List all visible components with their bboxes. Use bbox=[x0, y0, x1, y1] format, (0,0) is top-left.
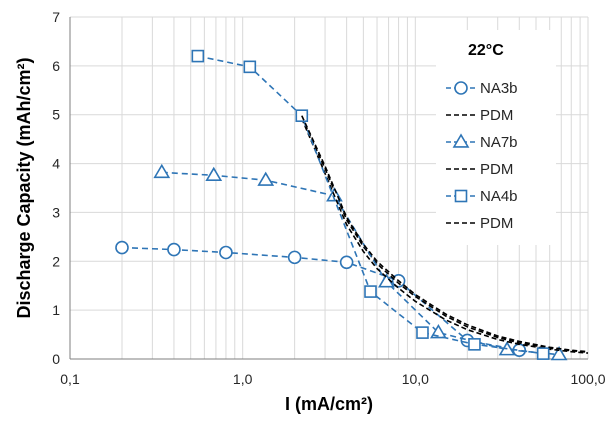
tick-labels: 0 1 2 3 4 5 6 7 0,1 1,0 10,0 100,0 bbox=[52, 9, 606, 387]
x-tick-label: 0,1 bbox=[60, 371, 80, 387]
series-line bbox=[301, 115, 589, 353]
y-tick-label: 4 bbox=[52, 156, 60, 172]
data-point bbox=[416, 326, 429, 339]
y-axis-title: Discharge Capacity (mAh/cm²) bbox=[14, 57, 34, 318]
x-tick-label: 10,0 bbox=[402, 371, 429, 387]
y-tick-label: 2 bbox=[52, 253, 60, 269]
series-line bbox=[121, 246, 520, 351]
legend-label: PDM bbox=[480, 161, 513, 178]
x-tick-label: 1,0 bbox=[233, 371, 253, 387]
y-tick-label: 0 bbox=[52, 351, 60, 367]
data-point bbox=[364, 285, 377, 298]
legend-marker bbox=[452, 133, 470, 148]
data-point bbox=[219, 245, 233, 260]
data-point bbox=[536, 347, 550, 360]
legend-label: NA4b bbox=[480, 188, 518, 205]
data-point bbox=[468, 338, 481, 351]
x-axis-title: I (mA/cm²) bbox=[285, 394, 373, 414]
legend-title: 22°C bbox=[468, 42, 504, 59]
series-na4b-4 bbox=[191, 49, 550, 360]
data-point bbox=[115, 240, 129, 255]
data-point bbox=[287, 250, 302, 265]
data-point bbox=[243, 60, 257, 74]
legend-item: PDM bbox=[446, 161, 513, 178]
y-tick-label: 3 bbox=[52, 204, 60, 220]
data-point bbox=[339, 255, 354, 270]
legend-label: PDM bbox=[480, 215, 513, 232]
legend-item: NA4b bbox=[446, 188, 518, 205]
legend-marker bbox=[454, 81, 468, 95]
y-tick-label: 7 bbox=[52, 9, 60, 25]
legend-item: PDM bbox=[446, 107, 513, 124]
data-point bbox=[295, 109, 309, 122]
series-line bbox=[301, 118, 589, 354]
legend-item: PDM bbox=[446, 215, 513, 232]
data-point bbox=[191, 49, 205, 63]
y-tick-label: 1 bbox=[52, 302, 60, 318]
series-layer bbox=[115, 49, 589, 361]
legend-item: NA7b bbox=[446, 133, 518, 151]
legend-label: PDM bbox=[480, 107, 513, 124]
y-tick-label: 6 bbox=[52, 58, 60, 74]
series-na3b-0 bbox=[115, 240, 527, 358]
series-pdm-3 bbox=[301, 118, 589, 354]
data-point bbox=[550, 346, 568, 361]
axes bbox=[69, 17, 588, 360]
data-point bbox=[167, 242, 181, 257]
data-point bbox=[153, 163, 171, 179]
legend-label: NA3b bbox=[480, 80, 518, 97]
legend-item: NA3b bbox=[446, 80, 518, 97]
series-pdm-5 bbox=[301, 115, 589, 353]
legend-background bbox=[436, 30, 556, 245]
y-tick-label: 5 bbox=[52, 107, 60, 123]
legend: 22°C NA3b PDM NA7b PDM NA4b PDM bbox=[436, 30, 556, 245]
data-point bbox=[257, 171, 275, 186]
legend-label: NA7b bbox=[480, 134, 518, 151]
x-tick-label: 100,0 bbox=[570, 371, 605, 387]
legend-marker bbox=[454, 189, 468, 203]
data-point bbox=[205, 166, 223, 181]
data-point bbox=[429, 324, 447, 339]
